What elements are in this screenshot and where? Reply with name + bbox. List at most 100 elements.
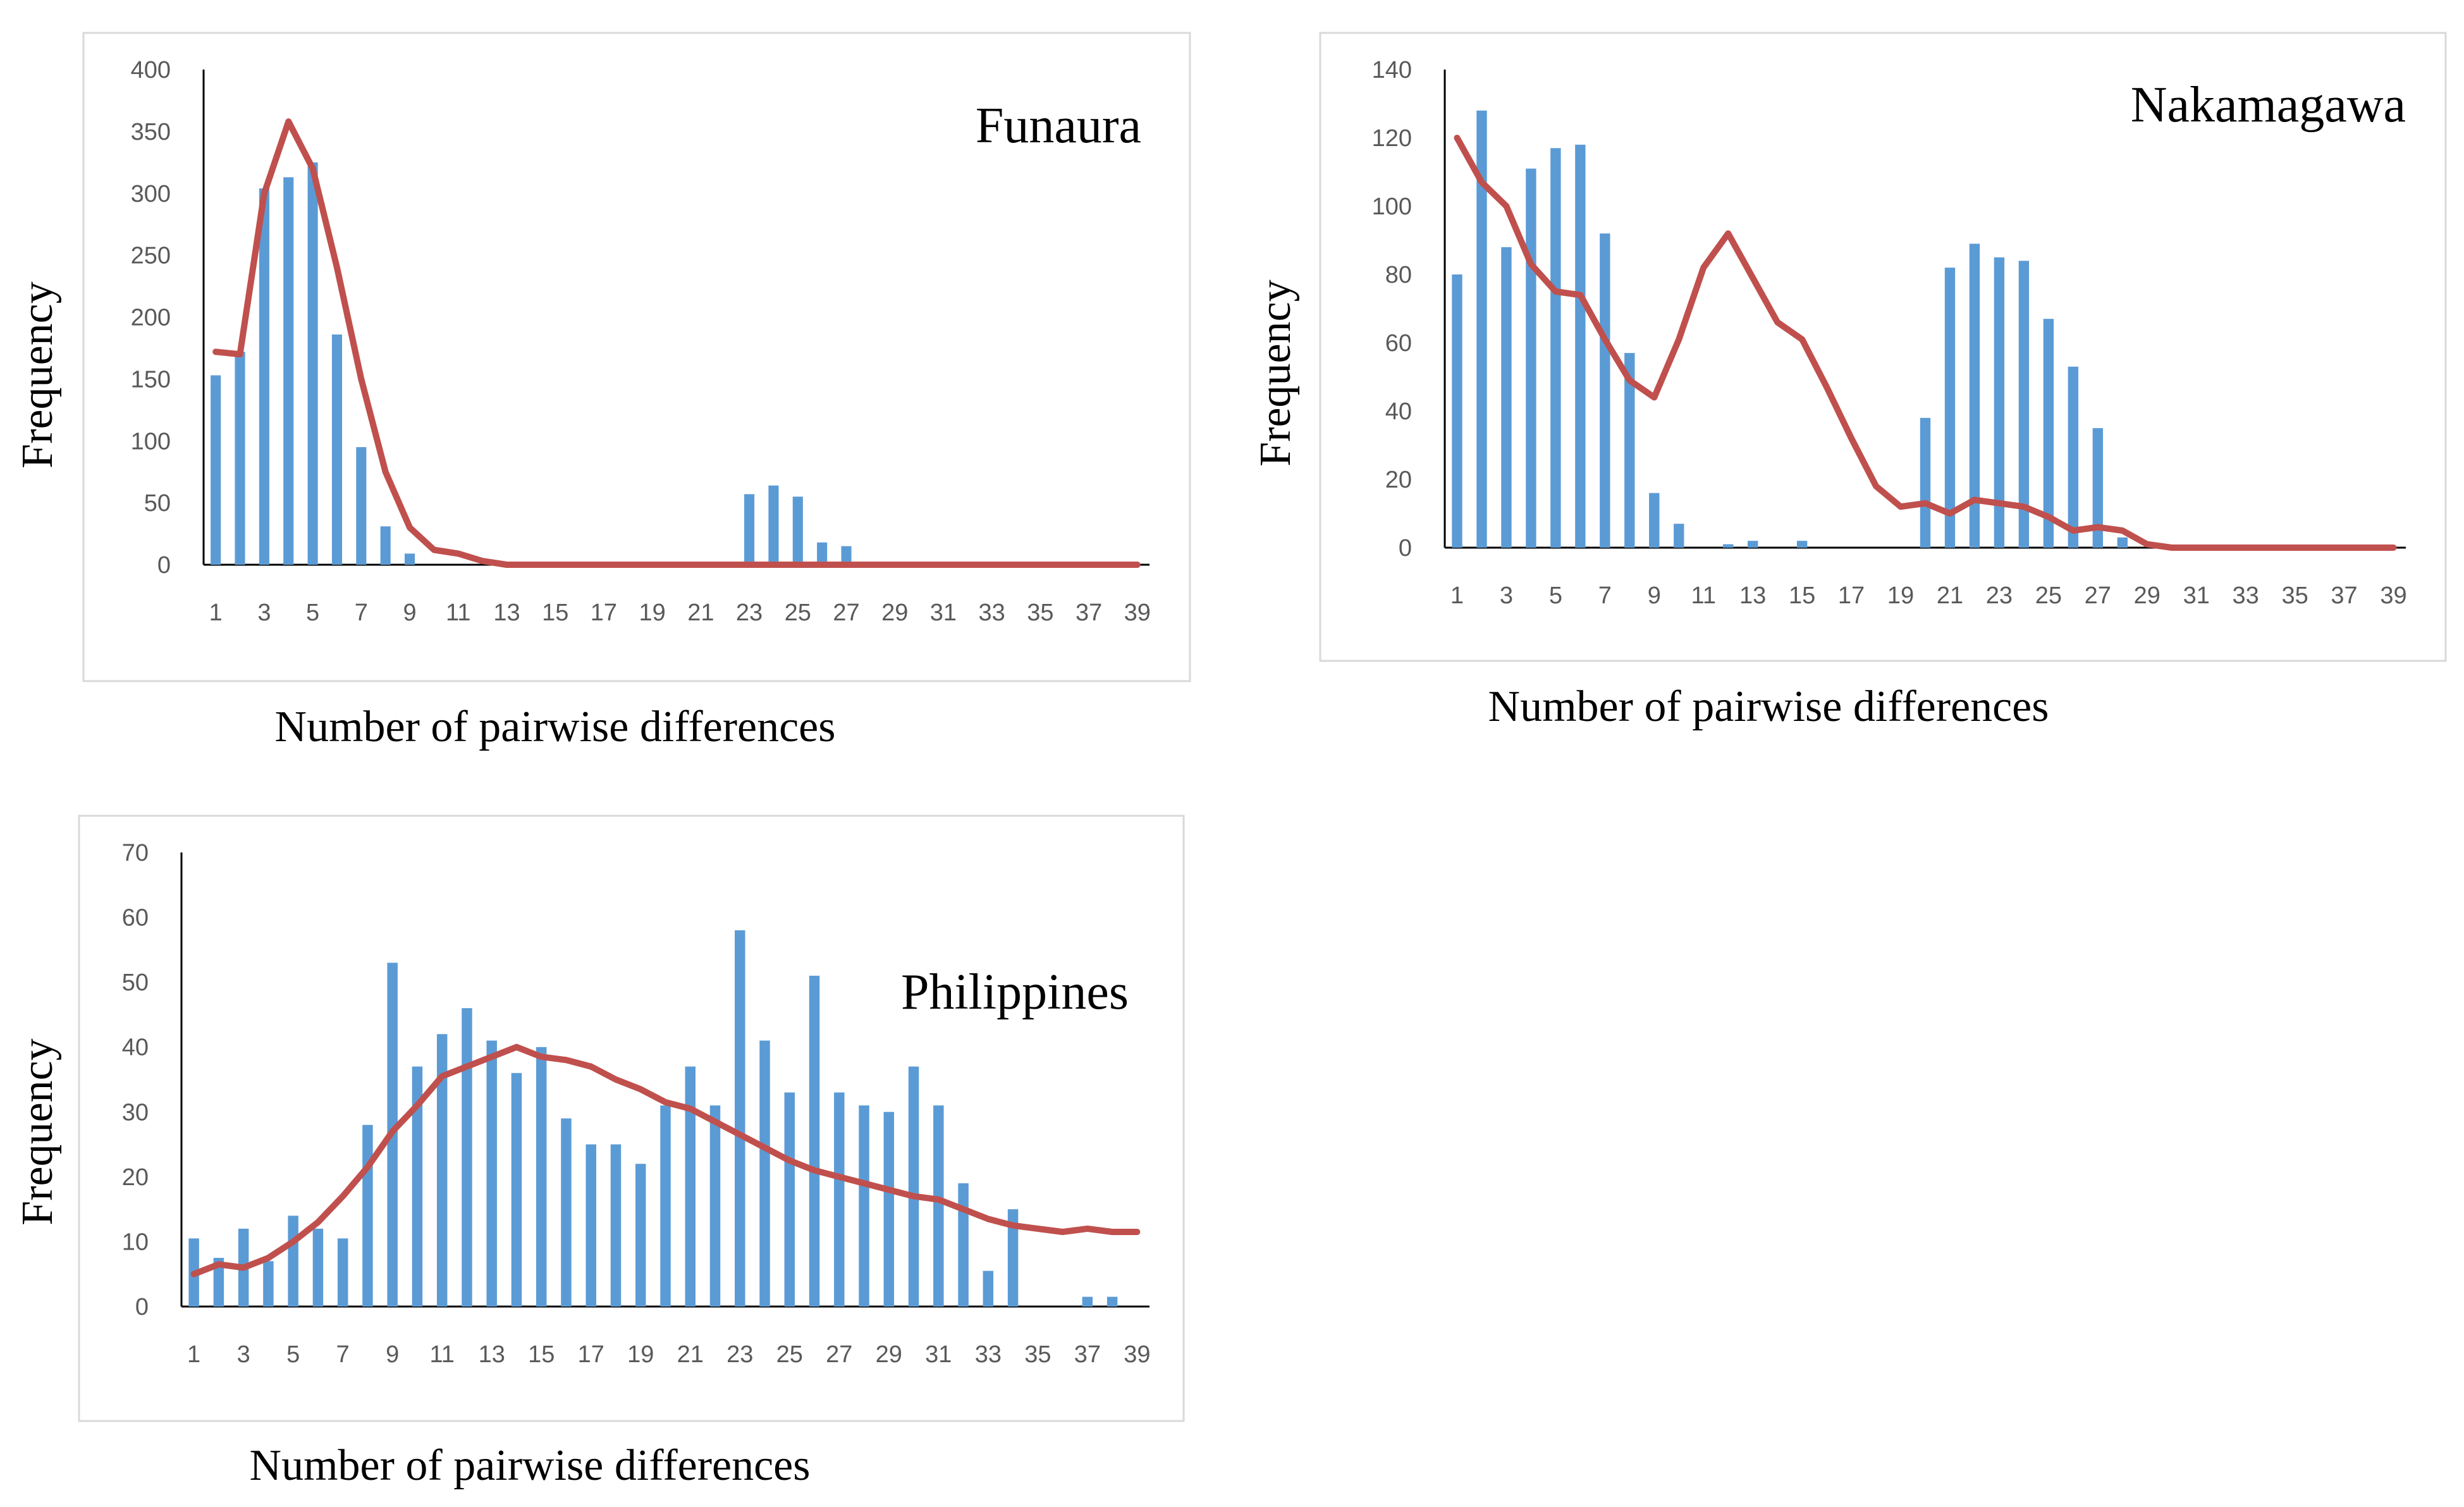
philippines-x-tick-label: 19 <box>627 1341 654 1368</box>
philippines-y-tick-label: 30 <box>122 1099 149 1126</box>
philippines-bar <box>635 1164 646 1307</box>
funaura-bar <box>307 162 318 565</box>
philippines-bar <box>1106 1296 1118 1307</box>
philippines-x-tick-label: 23 <box>726 1341 753 1368</box>
nakamagawa-x-tick-label: 21 <box>1937 582 1963 609</box>
philippines-x-tick-label: 5 <box>286 1341 300 1368</box>
funaura-y-tick-label: 150 <box>131 366 171 393</box>
funaura-x-tick-label: 29 <box>881 600 908 626</box>
nakamagawa-x-tick-label: 23 <box>1986 582 2013 609</box>
funaura-y-tick-label: 200 <box>131 305 171 331</box>
philippines-y-tick-label: 60 <box>122 905 149 932</box>
funaura-x-tick-label: 25 <box>785 600 811 626</box>
philippines-chart-title: Philippines <box>901 964 1129 1020</box>
nakamagawa-bar <box>1969 243 1980 548</box>
philippines-bar <box>735 930 745 1307</box>
philippines-bar <box>1007 1209 1019 1307</box>
philippines-bar <box>337 1238 348 1307</box>
funaura-bar <box>768 485 779 565</box>
nakamagawa-bar <box>1994 257 2005 548</box>
philippines-bar <box>859 1105 869 1307</box>
funaura-x-tick-label: 21 <box>687 600 714 626</box>
nakamagawa-bar <box>1550 148 1561 548</box>
philippines-bar <box>958 1183 969 1307</box>
funaura-bar <box>283 177 294 565</box>
funaura-y-tick-label: 350 <box>131 119 171 145</box>
philippines-x-tick-label: 25 <box>776 1341 803 1368</box>
nakamagawa-bar <box>1723 544 1734 548</box>
philippines-y-tick-label: 0 <box>135 1294 149 1320</box>
funaura-bar <box>841 546 852 565</box>
philippines-bar <box>362 1124 373 1307</box>
philippines-x-tick-label: 15 <box>528 1341 555 1368</box>
nakamagawa-x-tick-label: 35 <box>2281 582 2308 609</box>
nakamagawa-x-axis-label: Number of pairwise differences <box>1488 682 2049 731</box>
nakamagawa-x-tick-label: 3 <box>1500 582 1513 609</box>
nakamagawa-bar <box>1674 524 1684 548</box>
funaura-x-tick-label: 23 <box>736 600 763 626</box>
philippines-y-tick-label: 10 <box>122 1229 149 1255</box>
funaura-x-axis-label: Number of pairwise differences <box>275 703 836 751</box>
philippines-bar <box>312 1228 324 1307</box>
philippines-bar <box>908 1066 919 1307</box>
funaura-y-axis-label: Frequency <box>13 281 62 468</box>
philippines-bar <box>834 1092 845 1307</box>
philippines-bar <box>983 1270 994 1307</box>
philippines-bar <box>412 1066 423 1307</box>
funaura-x-tick-label: 33 <box>979 600 1005 626</box>
philippines-y-tick-label: 50 <box>122 969 149 996</box>
funaura-x-tick-label: 7 <box>355 600 368 626</box>
philippines-x-tick-label: 29 <box>876 1341 902 1368</box>
nakamagawa-x-tick-label: 11 <box>1691 582 1716 609</box>
philippines-x-tick-label: 27 <box>826 1341 852 1368</box>
philippines-bar <box>685 1066 696 1307</box>
philippines-bar <box>486 1040 497 1307</box>
philippines-bar <box>536 1047 547 1307</box>
nakamagawa-y-tick-label: 120 <box>1372 125 1412 152</box>
funaura-y-tick-label: 250 <box>131 243 171 269</box>
funaura-x-tick-label: 31 <box>930 600 957 626</box>
nakamagawa-bar <box>1747 541 1758 548</box>
nakamagawa-y-tick-label: 80 <box>1385 262 1412 288</box>
nakamagawa-bar <box>1575 144 1586 548</box>
nakamagawa-x-tick-label: 19 <box>1887 582 1914 609</box>
funaura-bar <box>356 447 367 565</box>
funaura-x-tick-label: 9 <box>403 600 416 626</box>
nakamagawa-x-tick-label: 9 <box>1648 582 1661 609</box>
philippines-x-tick-label: 9 <box>386 1341 399 1368</box>
philippines-bar <box>511 1073 522 1307</box>
nakamagawa-bar <box>2043 319 2054 548</box>
funaura-y-tick-label: 100 <box>131 428 171 455</box>
nakamagawa-bar <box>1796 541 1808 548</box>
philippines-bar <box>288 1215 298 1307</box>
nakamagawa-x-tick-label: 27 <box>2085 582 2111 609</box>
philippines-bar <box>436 1034 448 1307</box>
philippines-bar <box>561 1118 572 1307</box>
funaura-x-tick-label: 3 <box>257 600 271 626</box>
nakamagawa-bar <box>2068 366 2079 548</box>
nakamagawa-y-tick-label: 40 <box>1385 398 1412 425</box>
funaura-bar <box>817 542 828 565</box>
nakamagawa-x-tick-label: 1 <box>1450 582 1464 609</box>
nakamagawa-bar <box>1944 268 1956 548</box>
funaura-x-tick-label: 19 <box>639 600 666 626</box>
funaura-y-tick-label: 400 <box>131 57 171 83</box>
philippines-y-tick-label: 40 <box>122 1035 149 1061</box>
philippines-x-tick-label: 17 <box>578 1341 604 1368</box>
funaura-y-tick-label: 300 <box>131 181 171 207</box>
philippines-y-tick-label: 20 <box>122 1164 149 1191</box>
funaura-bar <box>259 188 269 565</box>
nakamagawa-x-tick-label: 17 <box>1838 582 1865 609</box>
funaura-bar <box>404 553 415 565</box>
nakamagawa-bar <box>1452 274 1462 548</box>
nakamagawa-bar <box>1920 417 1931 548</box>
philippines-x-axis-label: Number of pairwise differences <box>250 1441 811 1490</box>
philippines-x-tick-label: 13 <box>479 1341 505 1368</box>
nakamagawa-bar <box>1526 168 1536 548</box>
funaura-x-tick-label: 27 <box>833 600 859 626</box>
nakamagawa-chart-title: Nakamagawa <box>2131 77 2406 133</box>
nakamagawa-bar <box>2018 261 2030 548</box>
nakamagawa-x-tick-label: 39 <box>2380 582 2406 609</box>
